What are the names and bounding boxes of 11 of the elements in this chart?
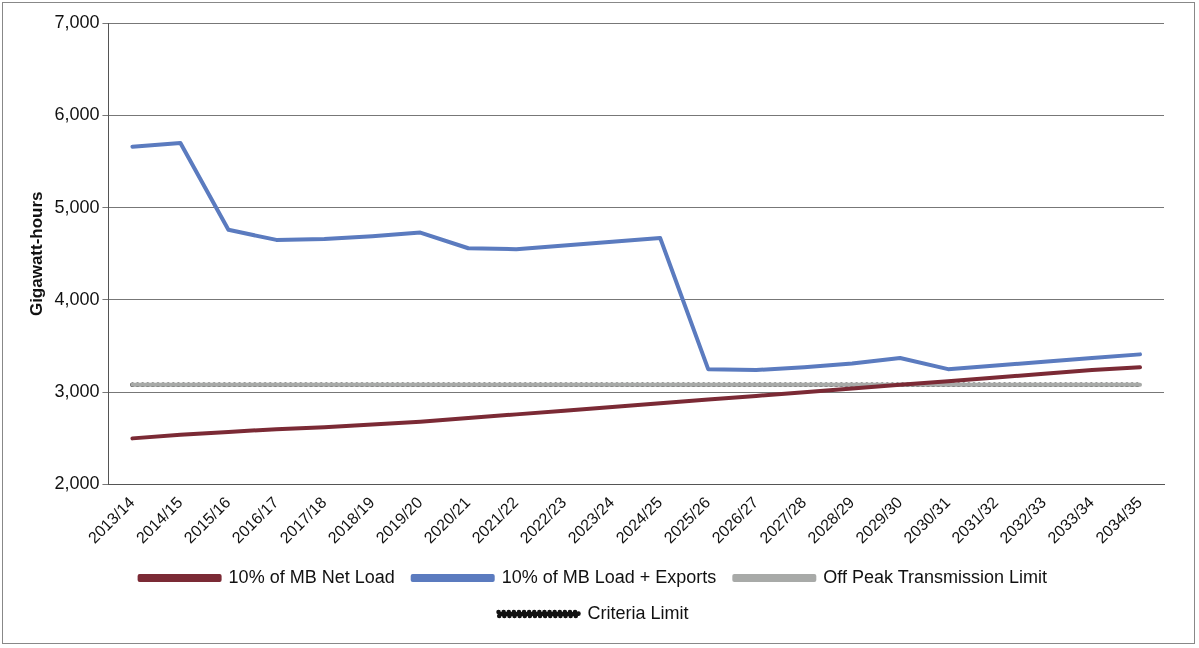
y-tick-label: 4,000 bbox=[54, 288, 100, 309]
legend-label: 10% of MB Net Load bbox=[228, 566, 395, 587]
y-tick-label: 5,000 bbox=[54, 196, 100, 217]
y-tick-label: 3,000 bbox=[54, 381, 100, 402]
y-tick-label: 7,000 bbox=[54, 11, 100, 32]
legend-label: Criteria Limit bbox=[587, 602, 689, 623]
y-tick-label: 2,000 bbox=[54, 473, 100, 494]
legend-label: Off Peak Transmission Limit bbox=[823, 566, 1048, 587]
y-axis-title: Gigawatt-hours bbox=[26, 191, 46, 317]
y-tick-label: 6,000 bbox=[54, 104, 100, 125]
legend-label: 10% of MB Load + Exports bbox=[501, 566, 717, 587]
